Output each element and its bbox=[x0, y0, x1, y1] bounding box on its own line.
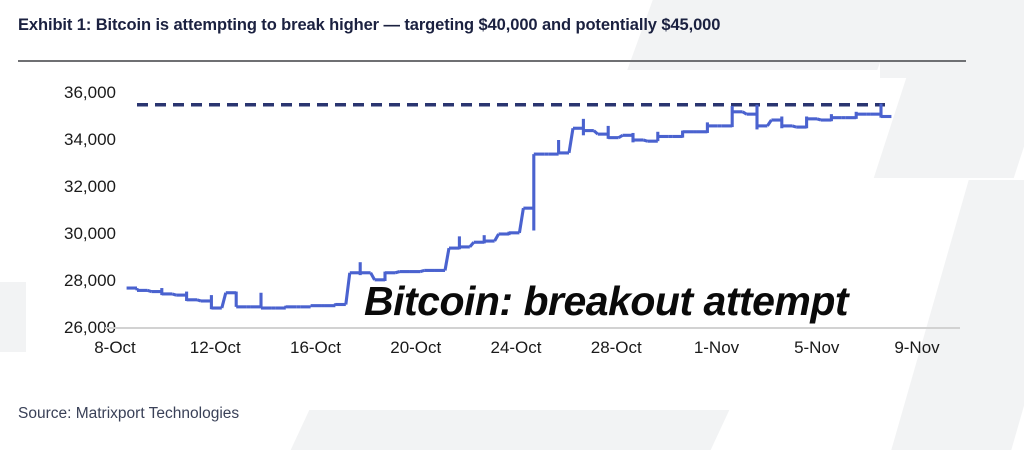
ohlc-connector bbox=[791, 124, 797, 129]
title-divider bbox=[18, 60, 966, 62]
ohlc-connector bbox=[443, 247, 451, 271]
ohlc-connector bbox=[394, 270, 400, 275]
ohlc-connector bbox=[344, 272, 352, 305]
ohlc-connector bbox=[766, 119, 773, 127]
x-tick-label: 8-Oct bbox=[94, 338, 136, 357]
price-series bbox=[126, 103, 892, 310]
y-tick-label: 34,000 bbox=[64, 130, 116, 149]
x-tick-label: 1-Nov bbox=[693, 338, 740, 357]
ohlc-connector bbox=[816, 117, 822, 122]
exhibit-title: Exhibit 1: Bitcoin is attempting to brea… bbox=[18, 16, 721, 34]
y-tick-label: 26,000 bbox=[64, 318, 116, 337]
chart-annotation: Bitcoin: breakout attempt bbox=[364, 278, 849, 324]
ohlc-connector bbox=[493, 233, 500, 242]
ohlc-connector bbox=[369, 272, 376, 281]
y-tick-label: 30,000 bbox=[64, 224, 116, 243]
ohlc-connector bbox=[468, 241, 475, 248]
y-tick-label: 28,000 bbox=[64, 271, 116, 290]
x-axis-line bbox=[105, 327, 960, 329]
x-tick-label: 28-Oct bbox=[590, 338, 642, 357]
ohlc-connector bbox=[642, 138, 648, 143]
y-tick-label: 36,000 bbox=[64, 83, 116, 102]
ohlc-connector bbox=[171, 292, 177, 297]
ohlc-connector bbox=[146, 288, 152, 294]
x-tick-label: 9-Nov bbox=[894, 338, 940, 357]
x-tick-label: 20-Oct bbox=[390, 338, 442, 357]
x-tick-label: 16-Oct bbox=[289, 338, 342, 357]
ohlc-connector bbox=[220, 292, 228, 309]
x-tick-label: 24-Oct bbox=[490, 338, 542, 357]
ohlc-connector bbox=[617, 133, 624, 139]
ohlc-connector bbox=[517, 207, 525, 234]
y-tick-label: 32,000 bbox=[64, 177, 116, 196]
ohlc-connector bbox=[567, 128, 575, 154]
x-tick-label: 12-Oct bbox=[189, 338, 241, 357]
ohlc-connector bbox=[196, 298, 202, 303]
ohlc-connector bbox=[419, 268, 425, 274]
x-tick-label: 5-Nov bbox=[794, 338, 840, 357]
ohlc-connector bbox=[741, 110, 748, 116]
source-note: Source: Matrixport Technologies bbox=[18, 405, 240, 422]
ohlc-connector bbox=[592, 129, 599, 136]
